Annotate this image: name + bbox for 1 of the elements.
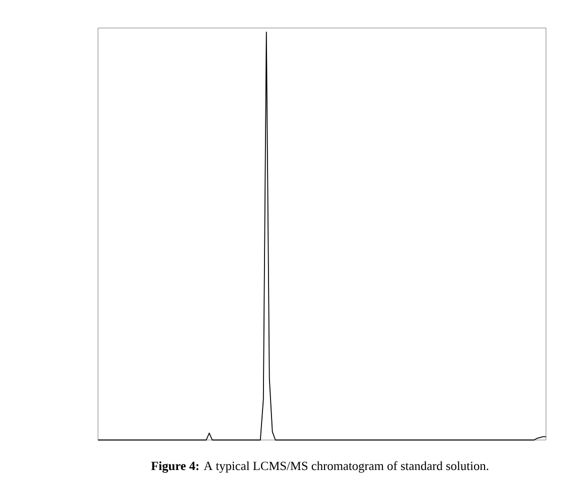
text: Figure 4: A typical LCMS/MS chromatogram of standard solution. (151, 461, 488, 473)
